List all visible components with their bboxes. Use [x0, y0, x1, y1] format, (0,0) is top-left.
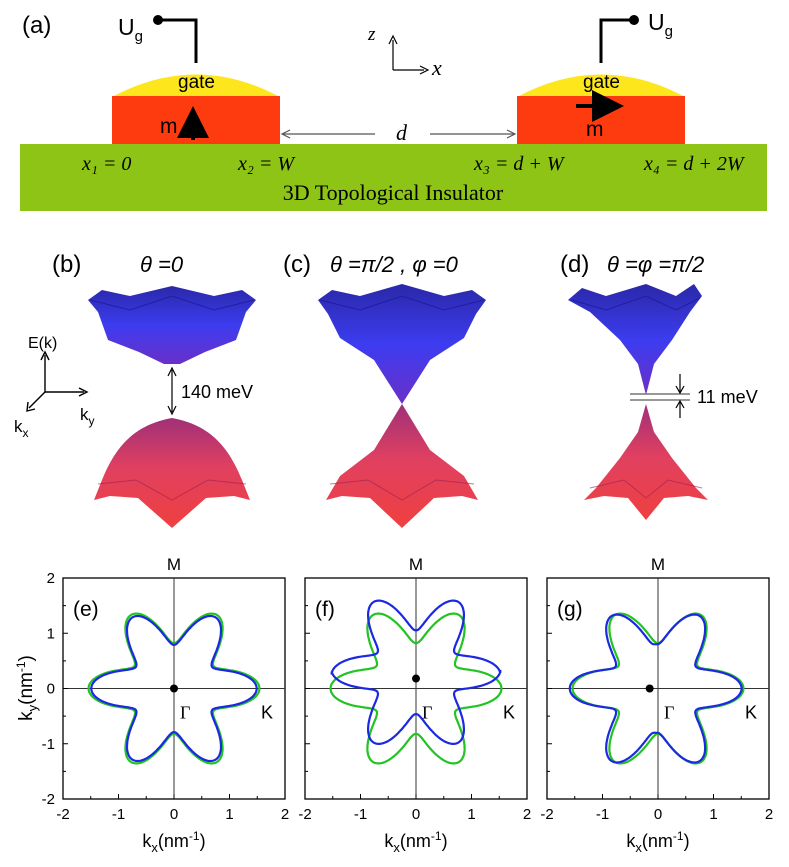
panel-c-title: θ =π/2 , φ =0 [330, 252, 459, 277]
ek-axes: E(k) ky kx [14, 335, 95, 440]
ug-left-wire [158, 18, 198, 63]
cone-d: 11 meV [568, 284, 758, 520]
x-tick-label: 2 [765, 806, 773, 823]
chart-e: -2 -1 0 1 2 2 1 0 -1 -2 (e) M K Γkx(nm-1) [42, 555, 290, 855]
panel-label: (g) [557, 598, 583, 621]
contour-blue [330, 599, 502, 745]
x-tick-label: -1 [596, 806, 609, 823]
label-K: K [745, 703, 757, 723]
label-gamma: Γ [180, 703, 190, 723]
axis-z-label: z [367, 24, 376, 45]
label-gamma: Γ [664, 703, 674, 723]
y-tick-label: 2 [47, 570, 55, 587]
y-tick-label: -1 [42, 736, 55, 753]
contour-green [571, 612, 745, 765]
gate-left-label: gate [178, 72, 215, 93]
label-M: M [167, 555, 181, 574]
panel-a-label: (a) [22, 12, 51, 39]
cone-c-lower [326, 404, 478, 528]
x-tick-label: 0 [170, 806, 178, 823]
gamma-point [170, 684, 178, 693]
chart-g: -2 -1 0 1 2 (g) M K Γkx(nm-1) [540, 555, 773, 855]
x-tick-label: 1 [225, 806, 233, 823]
chart-f: -2 -1 0 1 2 (f) M K Γkx(nm-1) [298, 555, 531, 855]
cone-d-upper [568, 284, 702, 395]
panel-label: (e) [73, 598, 99, 621]
gamma-point [645, 684, 654, 693]
y-axis-title: ky(nm-1) [14, 655, 40, 721]
cone-b-lower [94, 418, 250, 528]
x-tick-label: 0 [412, 806, 420, 823]
gap-b-label: 140 meV [181, 382, 253, 402]
x-tick-label: -1 [354, 806, 367, 823]
gate-left-dome [112, 74, 280, 97]
x3-label: x₃ = d + W [473, 153, 566, 175]
gamma-point [412, 674, 420, 683]
cone-b-upper [88, 286, 256, 364]
x2-label: x₂ = W [237, 153, 296, 175]
axis-e-label: E(k) [28, 335, 57, 352]
label-K: K [261, 703, 273, 723]
d-label: d [396, 120, 408, 145]
axis-z-head [388, 34, 398, 45]
label-gamma: Γ [422, 703, 432, 723]
panel-c-label: (c) [283, 251, 311, 278]
m-left-label: m [160, 115, 178, 138]
cone-c [318, 284, 486, 528]
panel-b-label: (b) [52, 251, 81, 278]
x-tick-label: 2 [523, 806, 531, 823]
axis-kx-label: kx [14, 417, 29, 440]
axis-x-head [419, 65, 430, 75]
ug-left-label: Ug [118, 14, 143, 45]
label-M: M [409, 555, 423, 574]
x-tick-label: -2 [56, 806, 69, 823]
x-tick-label: 0 [654, 806, 662, 823]
x-tick-label: -2 [298, 806, 311, 823]
x-tick-label: -1 [112, 806, 125, 823]
contour-green [329, 612, 503, 765]
m-right-label: m [586, 118, 604, 141]
magnet-left [112, 96, 280, 144]
x1-label: x₁ = 0 [81, 153, 131, 175]
x-tick-label: 1 [709, 806, 717, 823]
panel-b-title: θ =0 [140, 252, 184, 277]
panels-bcd: (b) θ =0 (c) θ =π/2 , φ =0 (d) θ =φ =π/2… [14, 251, 758, 528]
x-axis-title: kx(nm-1) [384, 829, 447, 855]
x-tick-label: 1 [467, 806, 475, 823]
gate-right-dome [517, 74, 685, 97]
x-tick-label: 2 [281, 806, 289, 823]
substrate-label: 3D Topological Insulator [283, 180, 504, 205]
axis-x-label: x [431, 55, 442, 80]
panel-label: (f) [315, 598, 335, 621]
x-tick-label: -2 [540, 806, 553, 823]
panel-d-label: (d) [560, 251, 589, 278]
cone-d-lower [584, 404, 708, 520]
label-K: K [503, 703, 515, 723]
contour-green [87, 612, 261, 765]
d-arrow-right-head [506, 129, 517, 139]
ug-right-wire [599, 18, 632, 63]
label-M: M [651, 555, 665, 574]
x-axis-title: kx(nm-1) [142, 829, 205, 855]
cone-c-upper [318, 284, 486, 404]
cone-b: 140 meV [88, 286, 256, 528]
d-arrow-left-head [280, 129, 291, 139]
panel-a: (a) Ug Ug gate gate m m z x [20, 9, 767, 211]
x-axis-title: kx(nm-1) [626, 829, 689, 855]
x4-label: x₄ = d + 2W [643, 153, 746, 175]
panel-d-title: θ =φ =π/2 [607, 252, 704, 277]
axis-ky-label: ky [80, 405, 95, 428]
y-tick-label: 1 [47, 625, 55, 642]
ug-right-terminal [629, 15, 639, 25]
y-tick-label: 0 [47, 681, 55, 698]
contour-blue [568, 613, 743, 764]
substrate-block [20, 144, 767, 211]
gap-d-label: 11 meV [697, 387, 758, 407]
y-tick-label: -2 [42, 791, 55, 808]
gate-right-label: gate [583, 72, 620, 93]
contour-blue [90, 614, 258, 763]
charts-efg: -2 -1 0 1 2 2 1 0 -1 -2 (e) M K Γkx(nm-1) -2 -1 0 1 2 (f) M K… [42, 555, 774, 855]
ug-right-label: Ug [648, 9, 673, 40]
